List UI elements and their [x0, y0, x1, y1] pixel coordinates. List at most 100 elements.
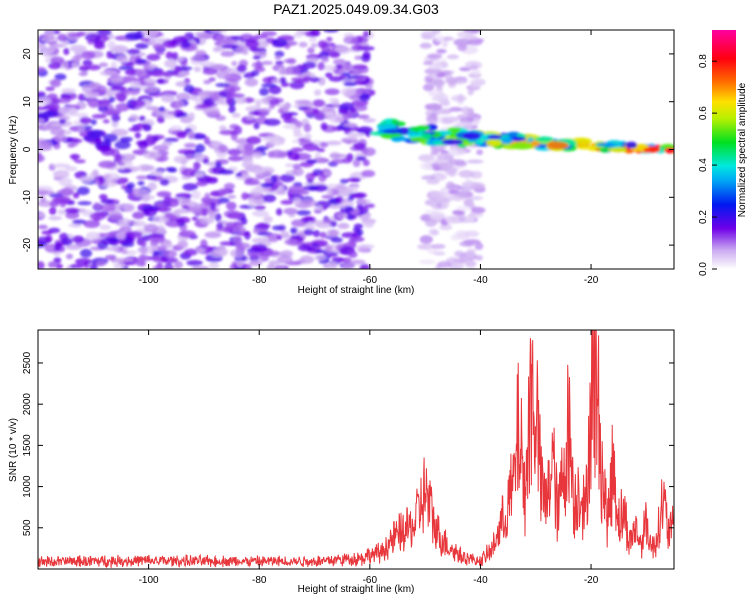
- heatmap-cell: [156, 115, 165, 124]
- heatmap-cell: [335, 195, 344, 204]
- heatmap-cell: [467, 39, 483, 46]
- heatmap-cell: [431, 243, 446, 250]
- heatmap-cell: [269, 98, 280, 106]
- heatmap-cell: [467, 89, 474, 96]
- heatmap-cell: [182, 204, 189, 210]
- snr-frame: [37, 329, 675, 570]
- heatmap-cell: [193, 134, 207, 140]
- heatmap-cell: [270, 149, 285, 159]
- heatmap-cell: [340, 102, 355, 111]
- heatmap-cell: [324, 244, 333, 253]
- heatmap-cell: [235, 172, 243, 177]
- heatmap-cell: [625, 141, 638, 149]
- heatmap-cell: [215, 115, 227, 121]
- heatmap-cell: [167, 110, 176, 115]
- heatmap-cell: [313, 89, 322, 97]
- heatmap-cell: [120, 249, 128, 255]
- heatmap-cell: [449, 77, 468, 85]
- heatmap-cell: [93, 40, 104, 49]
- heatmap-cell: [382, 128, 404, 134]
- heatmap-cell: [454, 250, 464, 257]
- heatmap-cell: [159, 178, 170, 186]
- heatmap-cell: [140, 165, 155, 171]
- heatmap-cell: [69, 44, 87, 52]
- heatmap-cell: [118, 217, 132, 226]
- heatmap-cell: [191, 265, 210, 269]
- heatmap-cell: [470, 206, 486, 214]
- heatmap-cell: [44, 102, 60, 110]
- heatmap-cell: [128, 127, 143, 132]
- heatmap-cell: [140, 37, 150, 42]
- heatmap-cell: [53, 169, 70, 179]
- heatmap-cell: [259, 253, 270, 262]
- heatmap-cell: [431, 162, 441, 168]
- heatmap-cell: [149, 70, 167, 77]
- heatmap-cell: [322, 64, 338, 72]
- heatmap-cell: [264, 177, 271, 184]
- heatmap-cell: [225, 96, 233, 105]
- heatmap-cell: [177, 148, 196, 155]
- heatmap-cell: [116, 55, 129, 63]
- heatmap-cell: [93, 202, 101, 210]
- heatmap-cell: [434, 172, 444, 179]
- colorbar-tick-label: 0.4: [698, 158, 709, 172]
- heatmap-cell: [476, 149, 484, 156]
- heatmap-cell: [132, 220, 140, 226]
- heatmap-cell: [327, 261, 338, 269]
- colorbar-tick-label: 0.6: [698, 106, 709, 120]
- heatmap-cell: [246, 251, 264, 257]
- heatmap-cell: [242, 158, 254, 166]
- heatmap-cell: [250, 243, 268, 252]
- heatmap-cell: [156, 191, 172, 198]
- heatmap-cell: [391, 136, 409, 142]
- heatmap-cell: [218, 144, 228, 153]
- heatmap-cell: [425, 218, 437, 227]
- heatmap-cell: [77, 201, 92, 206]
- heatmap-cell: [453, 191, 470, 197]
- heatmap-cell: [138, 254, 147, 263]
- heatmap-cell: [79, 116, 92, 125]
- heatmap-cell: [72, 138, 83, 144]
- heatmap-cell: [323, 30, 339, 33]
- heatmap-cell: [60, 187, 74, 197]
- heatmap-cell: [137, 180, 145, 186]
- heatmap-cell: [361, 169, 376, 178]
- heatmap-cell: [268, 85, 282, 95]
- heatmap-cell: [246, 136, 262, 145]
- heatmap-cell: [452, 210, 466, 216]
- heatmap-cell: [187, 130, 195, 140]
- heatmap-cell: [236, 260, 244, 268]
- heatmap-cell: [253, 200, 263, 206]
- heatmap-cell: [176, 208, 187, 214]
- heatmap-cell: [339, 178, 349, 184]
- heatmap-cell: [263, 194, 277, 203]
- heatmap-cell: [342, 122, 357, 128]
- heatmap-cell: [135, 58, 148, 64]
- heatmap-cell: [216, 222, 224, 230]
- heatmap-cell: [229, 81, 239, 86]
- heatmap-cell: [329, 114, 345, 124]
- heatmap-cell: [103, 172, 120, 182]
- spectrogram-x-tick-label: -60: [363, 275, 378, 286]
- heatmap-cell: [302, 143, 320, 152]
- heatmap-cell: [328, 76, 344, 82]
- heatmap-cell: [429, 103, 441, 112]
- heatmap-cell: [343, 257, 352, 264]
- heatmap-cell: [221, 39, 239, 45]
- heatmap-cell: [441, 138, 464, 146]
- heatmap-cell: [186, 259, 203, 266]
- heatmap-cell: [61, 88, 76, 94]
- heatmap-cell: [280, 231, 290, 238]
- heatmap-cell: [85, 33, 102, 42]
- snr-x-tick-label: -40: [473, 575, 488, 586]
- heatmap-cell: [298, 41, 308, 48]
- heatmap-cell: [235, 242, 251, 249]
- heatmap-cell: [245, 114, 255, 120]
- heatmap-cell: [253, 122, 260, 130]
- heatmap-cell: [100, 203, 117, 212]
- heatmap-cell: [288, 185, 306, 194]
- heatmap-cell: [161, 140, 173, 146]
- heatmap-cell: [333, 58, 346, 65]
- heatmap-cell: [321, 194, 334, 199]
- heatmap-cell: [100, 198, 114, 204]
